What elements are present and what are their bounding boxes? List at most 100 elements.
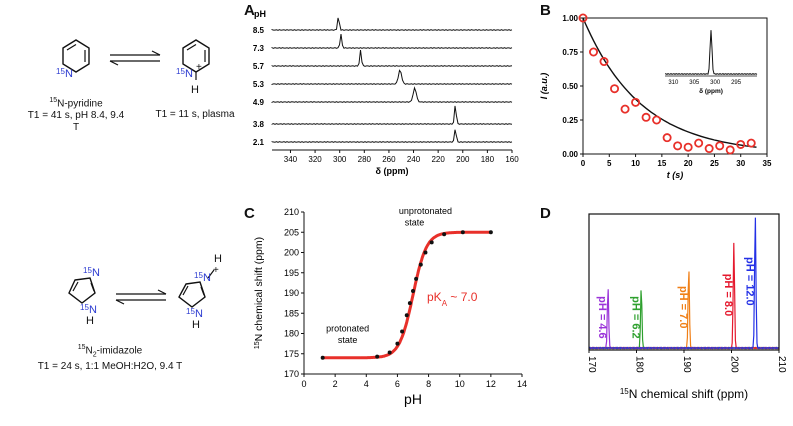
panel-b-data-point: [662, 133, 672, 143]
panel-a-spectrum-trace: [271, 86, 513, 104]
panel-a-x-tick-label: 240: [407, 155, 421, 164]
pyridine-scheme: 15 N 15 N + H 15N-pyridine T1 = 41 s, pH…: [0, 0, 235, 200]
panel-b-data-point: [589, 47, 599, 57]
panel-c-data-point: [460, 230, 465, 235]
panel-c-unprotonated-label-1: unprotonated: [399, 206, 452, 216]
pyridinium-n-label: N: [185, 68, 193, 80]
pyridine-n-label: N: [65, 68, 73, 80]
panel-c-data-point: [418, 262, 423, 267]
panel-a-x-axis-label: δ (ppm): [376, 166, 409, 176]
panel-b-data-point: [694, 138, 704, 148]
panel-c-x-tick-label: 8: [426, 379, 431, 389]
panel-b-data-point: [725, 145, 735, 155]
imidazolium-h-bottom: H: [192, 319, 200, 331]
panel-b-inset-tick-label: 305: [689, 80, 700, 86]
panel-b-data-point: [673, 141, 683, 151]
panel-a-x-tick-label: 280: [358, 155, 372, 164]
panel-c-y-axis-label: 15N chemical shift (ppm): [253, 237, 265, 349]
panel-d-series-label: pH = 12.0: [743, 257, 755, 306]
panel-a-x-tick-label: 300: [333, 155, 347, 164]
panel-c-letter: C: [244, 205, 255, 222]
panel-c-x-axis-label: pH: [404, 391, 422, 407]
panel-b-y-tick-label: 0.00: [562, 150, 578, 159]
panel-c-y-tick-label: 195: [284, 268, 299, 278]
panel-c-y-tick-label: 170: [284, 369, 299, 379]
panel-a-ph-label: 7.3: [253, 44, 265, 53]
imidazole-structures: [68, 269, 215, 308]
panel-c-y-tick-label: 200: [284, 248, 299, 258]
pyridine-caption: 15N-pyridine T1 = 41 s, pH 8.4, 9.4 T: [26, 95, 126, 134]
imidazole-h: H: [86, 315, 94, 327]
imidazole-isotope-top: 15: [83, 266, 92, 275]
imidazole-caption-name: -imidazole: [96, 345, 143, 357]
panel-c-unprotonated-label-2: state: [405, 217, 425, 227]
panel-d-x-tick-label: 200: [729, 356, 740, 373]
panel-a-ph-header: pH: [254, 9, 266, 19]
imidazolium-isotope-bottom: 15: [186, 307, 195, 316]
panel-a-letter: A: [244, 2, 255, 19]
panel-b-data-point: [746, 138, 756, 148]
pyridine-isotope-label: 15: [56, 67, 65, 76]
panel-b-data-point: [683, 142, 693, 152]
panel-b-x-tick-label: 20: [684, 159, 693, 168]
panel-b-y-axis-label: I (a.u.): [539, 73, 549, 100]
panel-b-x-axis-label: t (s): [667, 170, 684, 180]
panel-b-data-point: [578, 13, 588, 23]
panel-c-data-point: [429, 240, 434, 245]
panel-c-x-tick-label: 2: [333, 379, 338, 389]
panel-b-inset-tick-label: 295: [731, 80, 742, 86]
panel-c-x-tick-label: 6: [395, 379, 400, 389]
panel-b-inset-tick-label: 310: [668, 80, 679, 86]
panel-d-x-tick-label: 190: [681, 356, 692, 373]
panel-c-data-point: [411, 288, 415, 293]
panel-a-x-tick-label: 340: [284, 155, 298, 164]
panel-a-x-tick-label: 200: [456, 155, 470, 164]
panel-c-data-point: [320, 355, 325, 360]
panel-a-x-tick-label: 260: [382, 155, 396, 164]
panel-b-inset-axis-label: δ (ppm): [699, 88, 723, 95]
panel-b-data-point: [620, 104, 630, 114]
panel-b-data-point: [641, 112, 651, 122]
panel-b-inset-tick-label: 300: [710, 80, 721, 86]
panel-a-spectrum-trace: [271, 49, 513, 67]
imidazole-isotope-bottom: 15: [80, 303, 89, 312]
imidazolium-h-top: H: [214, 253, 222, 265]
panel-a-ph-label: 5.7: [253, 62, 265, 71]
pyridinium-caption: T1 = 11 s, plasma: [155, 109, 235, 120]
panel-c-x-tick-label: 12: [486, 379, 496, 389]
panel-c-x-tick-label: 0: [301, 379, 306, 389]
panel-b-fit-curve: [582, 17, 757, 148]
panel-a-ph-label: 5.3: [253, 80, 265, 89]
panel-d-x-axis-label: 15N chemical shift (ppm): [620, 387, 748, 402]
imidazole-caption-sup: 15: [77, 344, 86, 351]
panel-b-data-point: [652, 115, 662, 125]
panel-b-data-point: [715, 141, 725, 151]
panel-c-data-point: [407, 301, 412, 306]
imidazole-caption-t1: T1 = 24 s, 1:1 MeOH:H2O, 9.4 T: [37, 361, 183, 373]
panel-b-x-tick-label: 25: [710, 159, 719, 168]
panel-b-data-point: [599, 57, 609, 67]
panel-a-spectrum-trace: [271, 69, 513, 85]
panel-d-x-tick-label: 180: [634, 356, 645, 373]
panel-b-y-tick-label: 0.50: [562, 82, 578, 91]
panel-c-y-tick-label: 175: [284, 349, 299, 359]
panel-c-titration-chart: 0 2 4 6 8 10 12 14 170 175 180 185 190 195 200 205 210 pH…: [253, 206, 527, 407]
pyridine-caption-t1: T1 = 41 s, pH 8.4, 9.4 T: [27, 110, 125, 134]
panel-b-data-point: [704, 144, 714, 154]
panel-c-y-tick-label: 180: [284, 329, 299, 339]
panel-d-x-tick-label: 210: [776, 356, 787, 373]
panel-c-x-tick-label: 10: [455, 379, 465, 389]
panel-a-x-tick-label: 160: [505, 155, 519, 164]
panel-c-protonated-label-2: state: [338, 335, 358, 345]
panel-b-x-tick-label: 15: [657, 159, 666, 168]
panel-b-inset-spectrum: [664, 30, 758, 76]
panel-b-decay-chart: 0 5 10 15 20 25 30 35 0.00 0.25 0.50 0.75 1.00 t (s) I…: [539, 13, 772, 180]
panel-b-letter: B: [540, 2, 551, 19]
panel-d-series-label: pH = 8.0: [722, 274, 734, 317]
panel-c-data-point: [395, 341, 400, 346]
panel-c-pka-label: pKA ~ 7.0: [427, 290, 478, 308]
panel-c-data-point: [400, 329, 405, 334]
imidazole-n-top: N: [92, 267, 100, 279]
panel-d-series-label: pH = 7.0: [677, 286, 689, 329]
panel-b-x-tick-label: 35: [763, 159, 772, 168]
